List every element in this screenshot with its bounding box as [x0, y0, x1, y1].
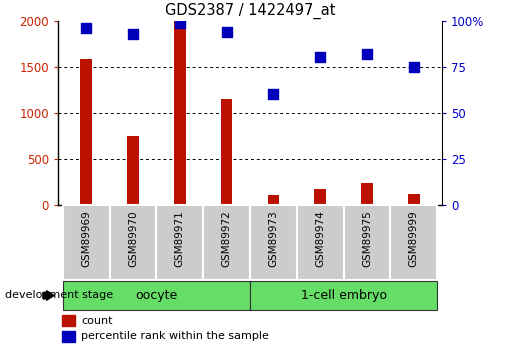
Text: GSM89969: GSM89969	[81, 211, 91, 267]
Text: GSM89974: GSM89974	[315, 211, 325, 267]
Bar	[63, 281, 250, 310]
Bar	[174, 21, 186, 205]
Bar	[343, 205, 390, 280]
Title: GDS2387 / 1422497_at: GDS2387 / 1422497_at	[165, 3, 335, 19]
Point	[316, 55, 324, 60]
Text: GSM89971: GSM89971	[175, 211, 185, 267]
Point	[410, 64, 418, 69]
Text: GSM89973: GSM89973	[268, 211, 278, 267]
Bar	[361, 183, 373, 205]
Text: GSM89970: GSM89970	[128, 211, 138, 267]
Bar	[62, 331, 75, 342]
Text: development stage: development stage	[5, 290, 113, 300]
Bar	[63, 205, 110, 280]
Bar	[110, 205, 157, 280]
Bar	[80, 59, 92, 205]
Bar	[297, 205, 343, 280]
Bar	[250, 281, 437, 310]
Bar	[127, 136, 139, 205]
Bar	[62, 315, 75, 326]
Text: percentile rank within the sample: percentile rank within the sample	[81, 332, 269, 341]
Text: oocyte: oocyte	[135, 289, 177, 302]
Bar	[268, 195, 279, 205]
Point	[223, 29, 231, 34]
Bar	[250, 205, 297, 280]
Text: GSM89972: GSM89972	[222, 211, 232, 267]
Bar	[408, 195, 420, 205]
Point	[129, 31, 137, 36]
Point	[363, 51, 371, 57]
Text: GSM89975: GSM89975	[362, 211, 372, 267]
Text: count: count	[81, 316, 113, 326]
Point	[82, 25, 90, 31]
Text: 1-cell embryo: 1-cell embryo	[300, 289, 387, 302]
Point	[269, 91, 277, 97]
Bar	[221, 99, 232, 205]
Point	[176, 20, 184, 25]
Bar	[390, 205, 437, 280]
Bar	[157, 205, 203, 280]
Text: GSM89999: GSM89999	[409, 211, 419, 267]
Bar	[314, 189, 326, 205]
Bar	[203, 205, 250, 280]
